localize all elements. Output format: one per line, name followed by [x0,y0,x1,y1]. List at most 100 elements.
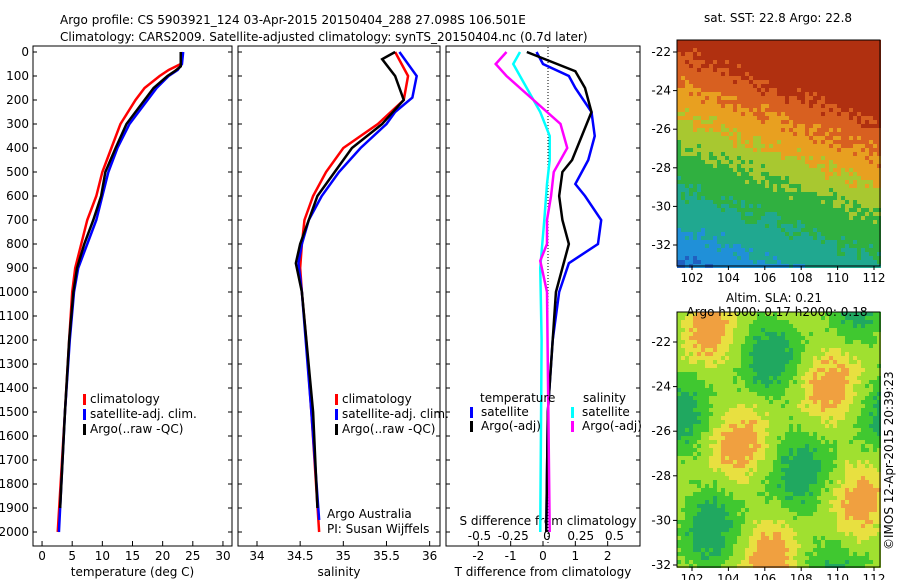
map-cell [753,380,757,384]
map-cell [689,444,693,448]
map-cell [681,96,685,100]
map-cell [853,416,857,420]
map-cell [777,188,781,192]
map-cell [853,248,857,252]
map-cell [757,168,761,172]
map-cell [745,436,749,440]
map-cell [705,316,709,320]
map-cell [865,340,869,344]
map-cell [801,88,805,92]
map-cell [745,172,749,176]
map-cell [677,184,681,188]
map-cell [685,316,689,320]
map-cell [677,348,681,352]
map-cell [677,84,681,88]
map-cell [681,152,685,156]
map-cell [849,116,853,120]
map-cell [741,356,745,360]
map-cell [801,216,805,220]
map-cell [709,380,713,384]
map-cell [813,60,817,64]
map-cell [769,204,773,208]
map-cell [709,444,713,448]
map-cell [769,156,773,160]
map-cell [765,128,769,132]
map-cell [845,392,849,396]
map-cell [757,40,761,44]
map-cell [869,332,873,336]
map-cell [865,244,869,248]
map-cell [853,388,857,392]
map-cell [705,152,709,156]
map-cell [677,212,681,216]
map-cell [677,248,681,252]
map-cell [849,352,853,356]
map-cell [705,440,709,444]
map-cell [749,320,753,324]
map-cell [817,400,821,404]
map-cell [717,176,721,180]
map-cell [845,336,849,340]
map-cell [701,128,705,132]
map-cell [865,432,869,436]
map-cell [689,40,693,44]
map-cell [817,448,821,452]
map-cell [849,356,853,360]
map-cell [765,420,769,424]
map-cell [709,192,713,196]
map-cell [725,220,729,224]
map-cell [841,252,845,256]
map-cell [873,232,877,236]
map-cell [773,432,777,436]
y-tick-label: 1300 [0,357,29,371]
map-cell [853,348,857,352]
map-cell [733,344,737,348]
map-cell [741,404,745,408]
map-cell [677,360,681,364]
map-cell [813,56,817,60]
map-cell [689,56,693,60]
map-cell [797,232,801,236]
map-cell [753,412,757,416]
map-cell [849,400,853,404]
map-cell [689,244,693,248]
map-cell [757,100,761,104]
map-cell [697,180,701,184]
map-cell [761,432,765,436]
map-cell [773,452,777,456]
map-cell [753,168,757,172]
map-cell [681,200,685,204]
map-cell [697,312,701,316]
map-cell [677,80,681,84]
map-cell [833,348,837,352]
map-cell [729,52,733,56]
map-cell [737,224,741,228]
series-line [494,51,569,533]
map-cell [829,256,833,260]
map-cell [837,328,841,332]
map-cell [709,132,713,136]
map-cell [865,168,869,172]
map-cell [733,180,737,184]
map-cell [685,124,689,128]
map-cell [841,164,845,168]
map-cell [837,168,841,172]
map-cell [813,80,817,84]
map-cell [841,328,845,332]
map-cell [737,388,741,392]
map-cell [797,416,801,420]
map-cell [745,64,749,68]
map-cell [685,240,689,244]
map-cell [869,380,873,384]
map-cell [737,396,741,400]
map-cell [761,356,765,360]
map-cell [693,52,697,56]
map-cell [725,396,729,400]
map-cell [681,328,685,332]
map-cell [861,312,865,316]
map-cell [825,232,829,236]
map-cell [817,204,821,208]
map-cell [861,372,865,376]
map-cell [705,428,709,432]
map-cell [877,176,881,180]
